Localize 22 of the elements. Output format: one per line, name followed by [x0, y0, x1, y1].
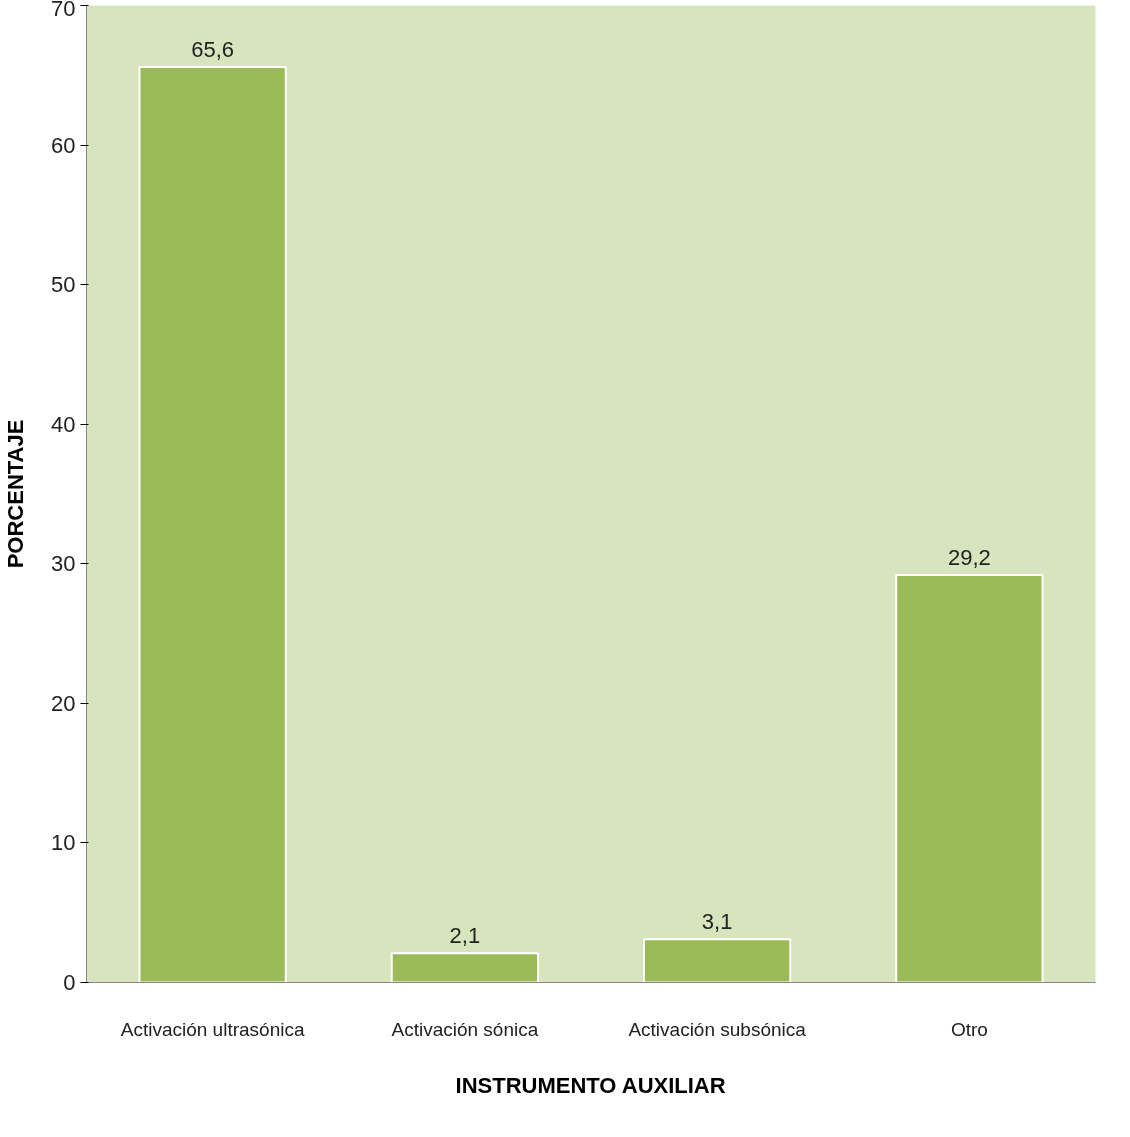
data-label: 29,2 — [947, 544, 991, 570]
bar — [138, 65, 287, 983]
data-label: 2,1 — [449, 923, 481, 949]
bar — [390, 952, 540, 983]
data-label: 65,6 — [191, 36, 235, 62]
x-axis-title: INSTRUMENTO AUXILIAR — [455, 1072, 726, 1098]
y-tick-label: 20 — [51, 690, 76, 716]
bar — [642, 938, 792, 983]
y-tick-label: 30 — [51, 551, 76, 577]
y-tick-label: 60 — [51, 132, 76, 158]
y-tick-label: 0 — [63, 970, 76, 995]
x-tick-label: Activación ultrasónica — [120, 1018, 305, 1040]
data-label: 3,1 — [701, 909, 733, 935]
x-tick-label: Activación sónica — [391, 1018, 539, 1040]
y-tick-label: 40 — [51, 411, 76, 437]
y-tick-label: 70 — [51, 0, 76, 21]
x-tick-label: Activación subsónica — [628, 1018, 807, 1040]
x-tick-label: Otro — [950, 1018, 988, 1040]
y-tick-label: 10 — [51, 830, 76, 856]
bar — [895, 573, 1044, 983]
y-axis-title: PORCENTAJE — [3, 419, 29, 569]
y-tick-label: 50 — [51, 272, 76, 298]
